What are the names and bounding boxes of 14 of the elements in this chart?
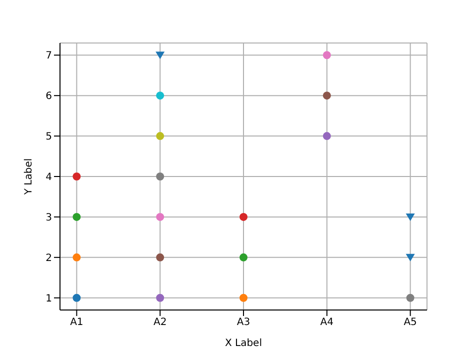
x-axis-title: X Label [224, 338, 262, 349]
x-tick-label: A4 [320, 317, 334, 328]
x-tick-label: A3 [236, 317, 250, 328]
y-tick-label: 5 [46, 132, 52, 143]
y-tick-label: 6 [46, 91, 52, 102]
x-tick-label: A1 [70, 317, 84, 328]
y-tick-label: 2 [46, 252, 52, 264]
y-tick-label: 1 [46, 293, 52, 304]
y-tick-label: 4 [46, 172, 52, 184]
x-tick-label: A5 [404, 317, 417, 328]
x-tick-label: A2 [153, 317, 167, 328]
y-tick-label: 7 [46, 50, 52, 62]
y-tick-label: 3 [46, 212, 52, 224]
y-axis-title: Y Label [24, 158, 35, 196]
